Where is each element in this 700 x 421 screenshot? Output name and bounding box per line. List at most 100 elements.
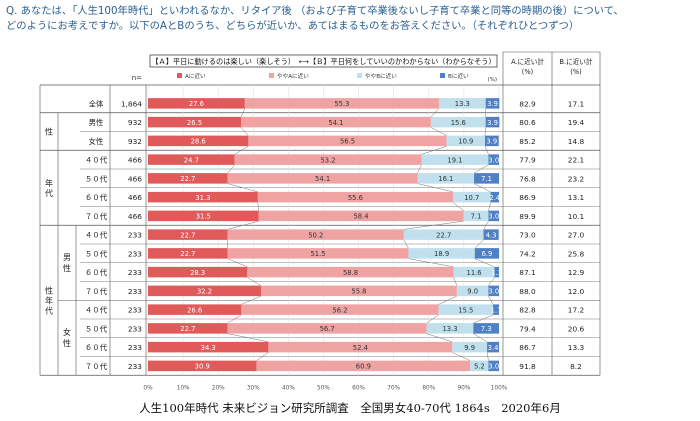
bar-value-label: 4.3 — [486, 231, 497, 239]
row-label: ７０代 — [85, 212, 108, 221]
connector-line — [240, 108, 246, 117]
bar-segment — [452, 341, 488, 353]
connector-line — [452, 352, 471, 361]
bar-segment — [426, 323, 474, 334]
connector-line — [473, 314, 494, 324]
connector-line — [421, 145, 447, 155]
bar-segment — [430, 116, 486, 128]
a-total-value: 76.8 — [519, 174, 536, 183]
bar-value-label: 26.6 — [187, 306, 202, 314]
bar-segment — [261, 285, 457, 297]
b-total-value: 10.1 — [568, 212, 585, 221]
bar-segment — [148, 98, 245, 109]
connector-line — [488, 296, 494, 305]
bar-value-label: 3.9 — [487, 100, 498, 108]
bar-segment — [493, 304, 499, 315]
a-total-value: 91.8 — [519, 362, 536, 371]
connector-line — [227, 314, 242, 324]
x-tick-label: 50% — [317, 385, 330, 391]
summary-header-1: (%) — [522, 68, 533, 76]
b-total-value: 12.0 — [568, 287, 585, 296]
bar-segment — [148, 154, 235, 165]
legend-swatch-1 — [177, 73, 182, 78]
bar-value-label: 55.3 — [334, 100, 349, 108]
row-n: 233 — [128, 268, 142, 277]
group-label-3: 代 — [45, 188, 53, 198]
bar-value-label: 34.3 — [201, 344, 216, 352]
x-tick-label: 40% — [282, 385, 295, 391]
bar-value-label: 1.7 — [491, 306, 502, 314]
bar-value-label: 58.4 — [353, 213, 368, 221]
bar-segment — [256, 360, 471, 372]
bar-segment — [453, 191, 491, 203]
connector-line — [227, 164, 235, 174]
connector-line — [240, 127, 249, 136]
bar-segment — [241, 116, 431, 128]
b-total-value: 27.0 — [568, 231, 585, 240]
bar-value-label: 3.9 — [486, 138, 497, 146]
subgroup-label-1: 性 — [63, 263, 71, 273]
bar-segment — [258, 210, 464, 222]
bar-segment — [148, 360, 257, 372]
bar-segment — [408, 248, 475, 259]
a-total-value: 79.4 — [519, 324, 536, 333]
bar-segment — [257, 191, 454, 203]
row-n: 233 — [128, 324, 142, 333]
row-label: ７０代 — [85, 362, 108, 371]
bar-segment — [148, 173, 228, 184]
group-label-4: 代 — [45, 305, 53, 315]
row-n: 233 — [128, 287, 142, 296]
a-total-value: 80.6 — [519, 118, 536, 127]
bar-segment — [487, 341, 499, 353]
row-label: ６０代 — [85, 193, 108, 202]
group-label-2: 性 — [45, 127, 53, 137]
row-n: 466 — [128, 193, 142, 202]
a-total-value: 88.0 — [519, 287, 536, 296]
bar-segment — [484, 135, 499, 147]
connector-line — [474, 239, 484, 249]
bar-segment — [483, 229, 499, 240]
b-total-value: 19.4 — [568, 118, 585, 127]
bar-value-label: 7.1 — [471, 213, 482, 221]
row-n: 932 — [128, 118, 142, 127]
bar-value-label: 32.2 — [197, 288, 212, 296]
row-label: 全体 — [89, 99, 104, 108]
summary-header-2: B.に近い計 — [560, 57, 593, 66]
bar-value-label: 19.1 — [447, 156, 462, 164]
connector-line — [473, 164, 489, 174]
bar-segment — [488, 360, 499, 372]
bar-segment — [417, 173, 475, 184]
bar-value-label: 22.7 — [180, 325, 195, 333]
bar-segment — [470, 360, 489, 372]
bar-value-label: 6.9 — [481, 250, 492, 258]
x-tick-label: 10% — [177, 385, 190, 391]
connector-line — [227, 183, 258, 193]
connector-line — [227, 258, 248, 268]
a-total-value: 86.9 — [519, 193, 536, 202]
row-label: ５０代 — [85, 174, 108, 183]
bar-value-label: 31.3 — [195, 194, 210, 202]
x-tick-label: 70% — [387, 385, 400, 391]
bar-value-label: 54.1 — [315, 175, 330, 183]
bar-segment — [148, 248, 228, 259]
bar-value-label: 22.7 — [180, 231, 195, 239]
bar-segment — [227, 248, 409, 259]
chart-header-box — [149, 54, 498, 68]
bar-value-label: 13.3 — [455, 100, 470, 108]
bar-segment — [227, 173, 418, 184]
bar-value-label: 1.3 — [491, 269, 502, 277]
connector-line — [426, 333, 453, 343]
b-total-value: 23.2 — [568, 174, 584, 183]
b-total-value: 13.3 — [568, 343, 585, 352]
bar-value-label: 22.7 — [180, 250, 195, 258]
bar-value-label: 24.7 — [184, 156, 199, 164]
bar-segment — [456, 285, 489, 297]
b-total-value: 14.8 — [568, 137, 585, 146]
bar-value-label: 15.5 — [458, 306, 473, 314]
a-total-value: 73.0 — [519, 231, 536, 240]
bar-value-label: 13.3 — [442, 325, 457, 333]
summary-header-1: A.に近い計 — [511, 57, 544, 66]
bar-value-label: 2.4 — [489, 194, 500, 202]
a-total-value: 74.2 — [519, 249, 535, 258]
row-n: 233 — [128, 306, 142, 315]
